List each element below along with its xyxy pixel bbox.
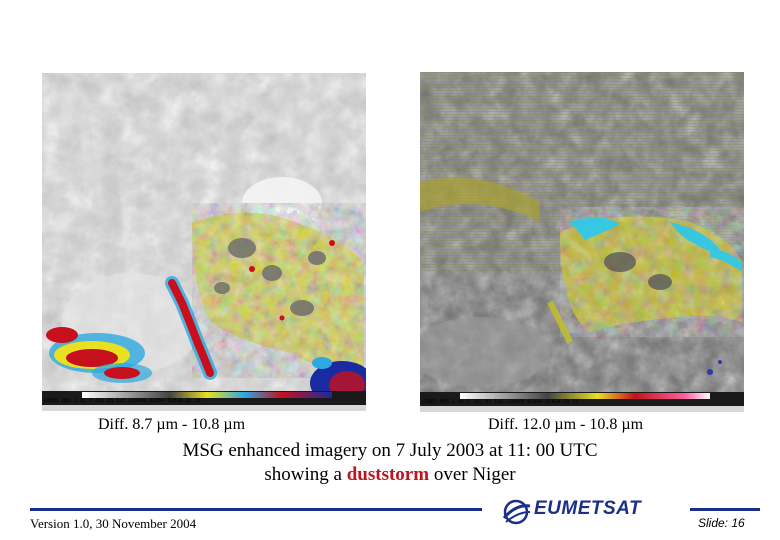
footer-rule-right (690, 508, 760, 511)
colorbar-text: CODE1 HDS 1 01 7 JUL 03 120 110006 01004… (422, 399, 579, 405)
eumetsat-logo-icon (502, 499, 531, 525)
colorbar-text: CODE1 HDS 1 01 7 JUL 03 120 110006 01004… (44, 398, 201, 404)
title-prefix: showing a (264, 464, 347, 485)
version-label: Version 1.0, 30 November 2004 (30, 516, 197, 531)
slide-title-line-2: showing a duststorm over Niger (0, 464, 780, 486)
slide-number: Slide: 16 (698, 516, 745, 530)
satellite-image-diff-120-108: CODE1 HDS 1 01 7 JUL 03 120 110006 01004… (420, 72, 744, 412)
footer-rule-left (30, 508, 482, 511)
title-highlight-duststorm: duststorm (346, 464, 430, 485)
caption-right: Diff. 12.0 µm - 10.8 µm (488, 416, 644, 433)
satellite-image-diff-87-108: CODE1 HDS 1 01 7 JUL 03 120 110006 01004… (42, 73, 366, 411)
caption-left: Diff. 8.7 µm - 10.8 µm (98, 416, 246, 433)
slide-title-line-1: MSG enhanced imagery on 7 July 2003 at 1… (182, 440, 598, 461)
logo-wordmark: EUMETSAT (534, 498, 642, 519)
eumetsat-logo: EUMETSAT (496, 496, 666, 530)
title-suffix: over Niger (429, 464, 516, 485)
